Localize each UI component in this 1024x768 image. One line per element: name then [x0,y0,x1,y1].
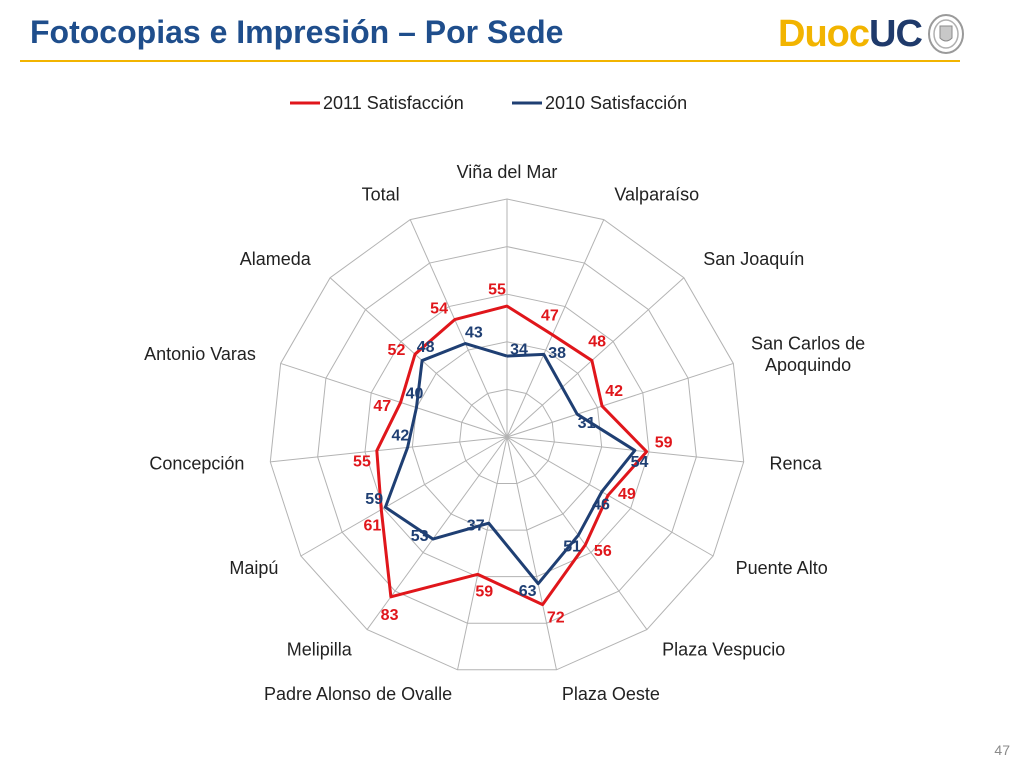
grid-spoke [506,436,714,557]
data-label-2011: 83 [381,607,399,624]
category-label: Concepción [149,453,244,473]
data-label-2011: 55 [353,454,371,471]
radar-grid [269,198,745,671]
data-label-2010: 48 [417,339,435,356]
grid-spoke [457,436,508,670]
grid-spoke [270,436,508,463]
grid-spoke [280,362,508,438]
slide-title: Fotocopias e Impresión – Por Sede [30,14,564,50]
data-label-2010: 46 [592,496,610,513]
data-label-2010: 42 [391,427,409,444]
data-label-2011: 47 [373,398,391,415]
grid-ring [317,246,697,624]
data-label-2011: 56 [594,543,612,560]
data-label-2011: 47 [541,307,559,324]
data-label-2010: 43 [465,324,483,341]
legend-label: 2011 Satisfacción [323,93,464,113]
data-label-2011: 72 [547,609,565,626]
data-label-2011: 59 [475,583,493,600]
data-label-2011: 49 [618,486,636,503]
data-label-2010: 31 [578,415,596,432]
data-label-2010: 51 [563,538,581,555]
data-label-2010: 53 [411,528,429,545]
grid-ring [459,388,555,485]
category-label: Plaza Vespucio [662,639,785,659]
page-number: 47 [994,742,1010,758]
data-label-2010: 34 [510,341,528,358]
grid-spoke [506,219,605,438]
data-label-2010: 38 [548,345,566,362]
grid-spoke [506,277,685,438]
category-label: Plaza Oeste [562,684,660,704]
grid-spoke [506,436,648,630]
logo-text-duoc: Duoc [778,12,870,55]
data-label-2011: 59 [655,435,673,452]
legend-label: 2010 Satisfacción [545,93,687,113]
category-label: Maipú [229,558,278,578]
category-label: Total [362,185,400,205]
grid-spoke [366,436,508,630]
university-seal-icon [927,14,964,54]
title-underline [20,60,960,62]
grid-spoke [409,219,508,438]
data-label-2011: 52 [388,342,406,359]
category-label: San Joaquín [703,249,804,269]
data-label-2011: 55 [488,281,506,298]
data-label-2011: 42 [605,383,623,400]
category-label: Melipilla [287,639,353,659]
logo-text-uc: UC [869,12,923,55]
category-label: Padre Alonso de Ovalle [264,684,452,704]
category-label: Viña del Mar [457,162,558,182]
category-label: Valparaíso [614,185,699,205]
data-label-2010: 54 [631,454,649,471]
grid-spoke [506,436,744,463]
series-line-2011 [375,304,649,607]
category-label: Antonio Varas [144,344,256,364]
data-label-2011: 48 [588,334,606,351]
grid-spoke [329,277,508,438]
grid-spoke [506,436,557,670]
data-label-2011: 61 [364,517,382,534]
data-label-2010: 40 [406,386,424,403]
data-label-2010: 59 [365,491,383,508]
radar-labels: Viña del Mar Valparaíso San Joaquín San Car… [144,162,865,704]
category-label: Renca [770,453,823,473]
category-label: Puente Alto [736,558,828,578]
category-label: Alameda [240,249,312,269]
series-line-2010 [383,342,637,586]
duoc-uc-logo: Duoc UC [778,12,966,56]
data-label-2010: 37 [467,518,485,535]
radar-series [375,304,649,607]
grid-ring [269,198,745,671]
grid-ring [364,293,650,578]
chart-legend: 2011 Satisfacción 2010 Satisfacción [290,93,687,113]
grid-spoke [300,436,508,557]
grid-spoke [506,362,734,438]
category-label: San Carlos de Apoquindo [751,333,865,375]
grid-ring [411,341,603,531]
data-label-2010: 63 [519,583,537,600]
data-label-2011: 54 [430,300,448,317]
